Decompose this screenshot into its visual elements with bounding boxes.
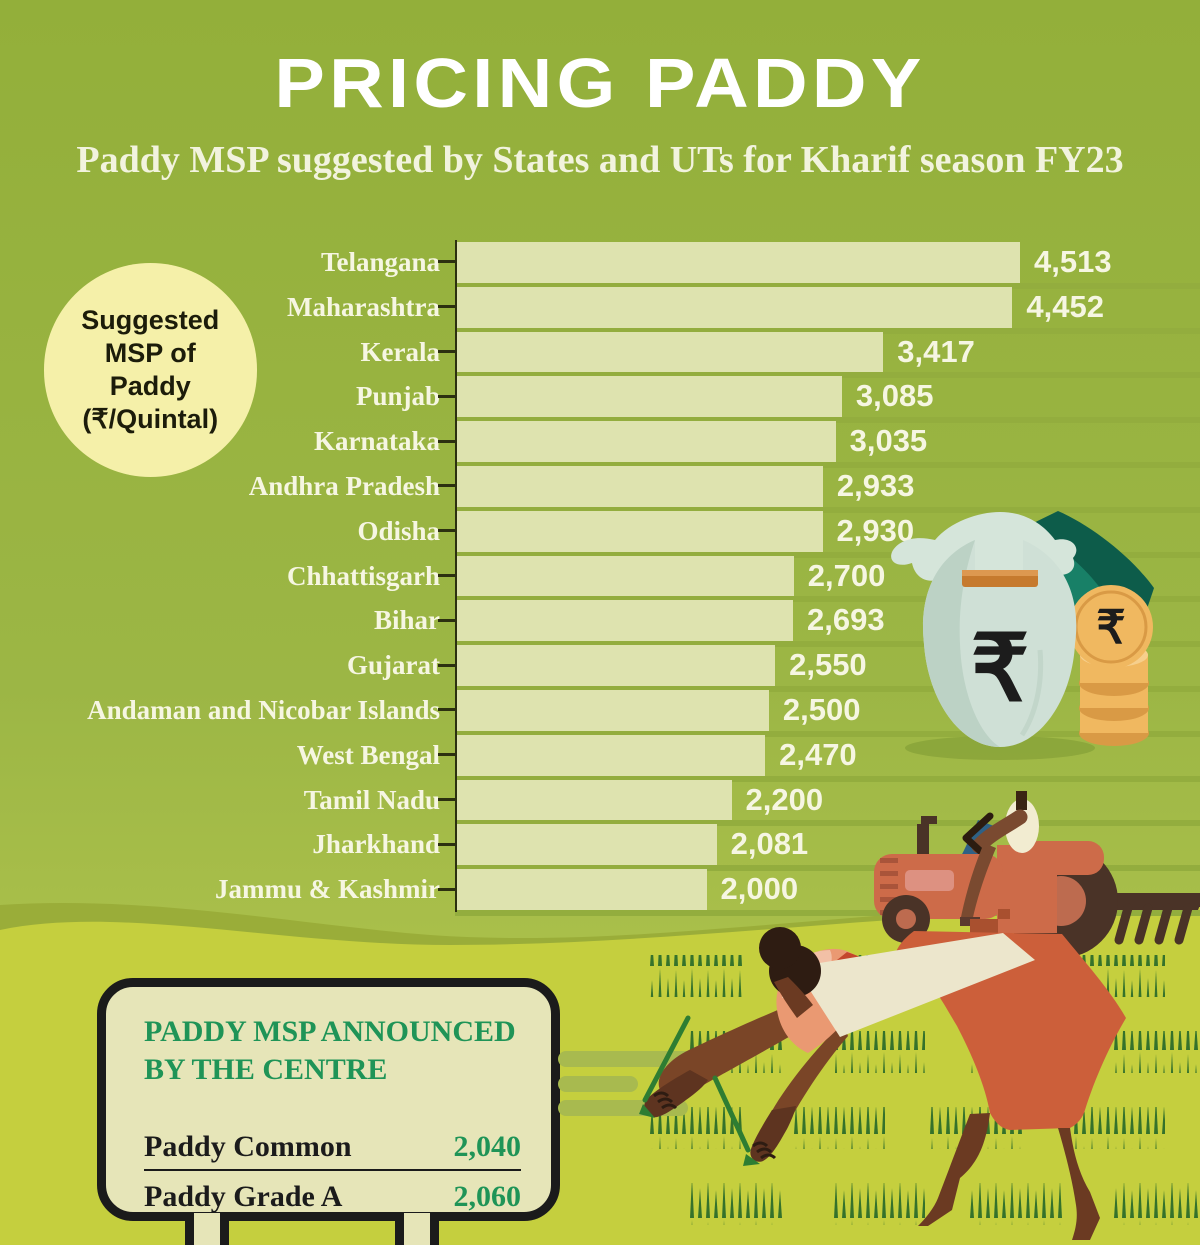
svg-text:₹: ₹ — [1096, 601, 1125, 653]
svg-text:₹: ₹ — [971, 618, 1030, 720]
